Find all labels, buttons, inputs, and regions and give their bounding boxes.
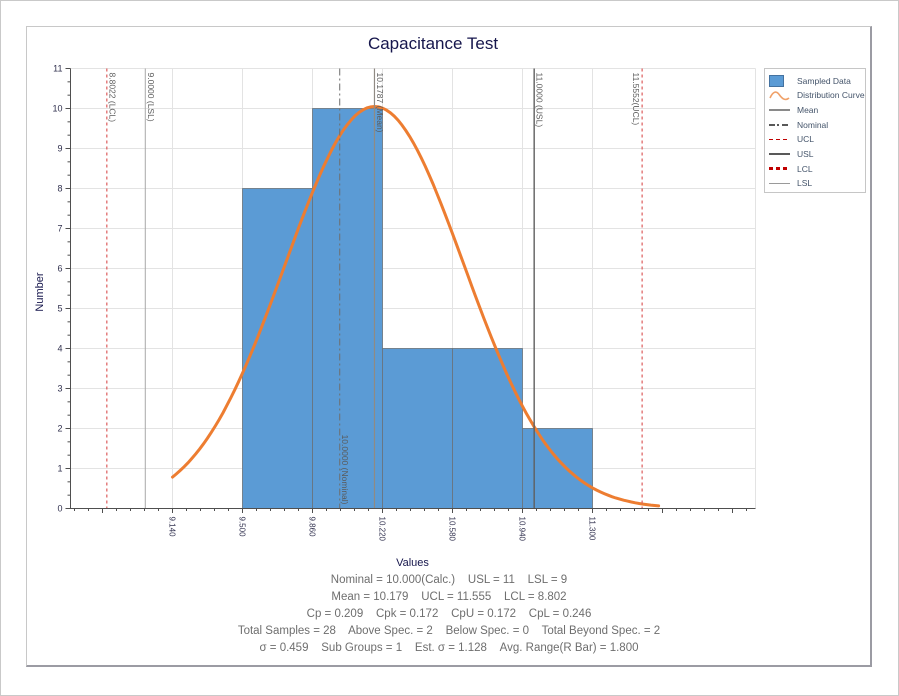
y-tick-label: 8	[57, 184, 62, 194]
distribution-curve-swatch-icon	[769, 89, 792, 101]
statistics-block: Nominal = 10.000(Calc.) USL = 11 LSL = 9…	[27, 572, 871, 657]
stats-line-sigma: σ = 0.459 Sub Groups = 1 Est. σ = 1.128 …	[259, 642, 639, 654]
lsl-label: 9.0000 (LSL)	[146, 73, 156, 122]
y-tick-label: 7	[57, 224, 62, 234]
legend: Sampled Data Distribution Curve Mean Nom…	[764, 68, 866, 193]
legend-item-ucl: UCL	[769, 133, 863, 146]
lcl-label: 8.8022 (LCL)	[107, 73, 117, 123]
usl-label: 11.0000 (USL)	[535, 73, 545, 128]
legend-item-nominal: Nominal	[769, 118, 863, 131]
legend-item-distribution-curve: Distribution Curve	[769, 89, 865, 102]
distribution-curve	[171, 104, 661, 508]
y-tick-label: 2	[57, 424, 62, 434]
y-tick-label: 5	[57, 304, 62, 314]
y-tick-label: 10	[52, 104, 62, 114]
histogram-plot: 8.8022 (LCL) 9.0000 (LSL) 10.0000 (Nominal…	[52, 64, 756, 542]
legend-item-usl: USL	[769, 148, 863, 161]
legend-item-lsl: LSL	[769, 177, 863, 190]
mean-line-swatch-icon	[769, 108, 792, 111]
legend-item-sampled-data: Sampled Data	[769, 74, 863, 87]
y-tick-label: 3	[57, 384, 62, 394]
histogram-bar	[382, 348, 453, 509]
usl-line-swatch-icon	[769, 153, 792, 156]
y-tick-label: 1	[57, 464, 62, 474]
x-tick-label: 10.580	[448, 517, 457, 542]
x-tick-label: 11.300	[587, 517, 596, 541]
sampled-data-swatch-icon	[769, 74, 792, 87]
y-tick-label: 11	[53, 64, 62, 74]
x-tick-label: 10.940	[518, 517, 527, 542]
x-tick-label: 10.220	[378, 517, 387, 542]
histogram-bar	[312, 108, 383, 509]
chart-panel: Capacitance Test Number Values 8.8022 (L…	[26, 26, 872, 667]
y-tick-label: 6	[57, 264, 62, 274]
x-tick-label: 9.140	[168, 517, 177, 538]
stats-line-spec: Nominal = 10.000(Calc.) USL = 11 LSL = 9	[330, 574, 568, 586]
chart-title: Capacitance Test	[367, 34, 499, 53]
x-tick-label: 9.500	[238, 517, 247, 538]
legend-item-lcl: LCL	[769, 162, 863, 175]
stats-line-control: Mean = 10.179 UCL = 11.555 LCL = 8.802	[331, 591, 567, 603]
histogram-bar	[522, 428, 593, 509]
mean-label: 10.1787 (Mean)	[375, 73, 385, 133]
legend-item-mean: Mean	[769, 103, 863, 116]
ucl-label: 11.5552(UCL)	[631, 73, 641, 126]
x-tick-label: 9.860	[308, 517, 317, 538]
y-tick-label: 9	[57, 144, 62, 154]
stats-line-capability: Cp = 0.209 Cpk = 0.172 CpU = 0.172 CpL =…	[306, 608, 592, 620]
ucl-line-swatch-icon	[769, 138, 792, 141]
stats-line-samples: Total Samples = 28 Above Spec. = 2 Below…	[237, 625, 661, 637]
x-axis-title: Values	[396, 557, 429, 569]
y-tick-label: 4	[57, 344, 62, 354]
nominal-label: 10.0000 (Nominal)	[340, 435, 350, 505]
lcl-line-swatch-icon	[769, 167, 792, 170]
histogram-bar	[452, 348, 523, 509]
y-tick-label: 0	[57, 504, 62, 514]
lsl-line-swatch-icon	[769, 182, 792, 184]
nominal-line-swatch-icon	[769, 123, 792, 126]
